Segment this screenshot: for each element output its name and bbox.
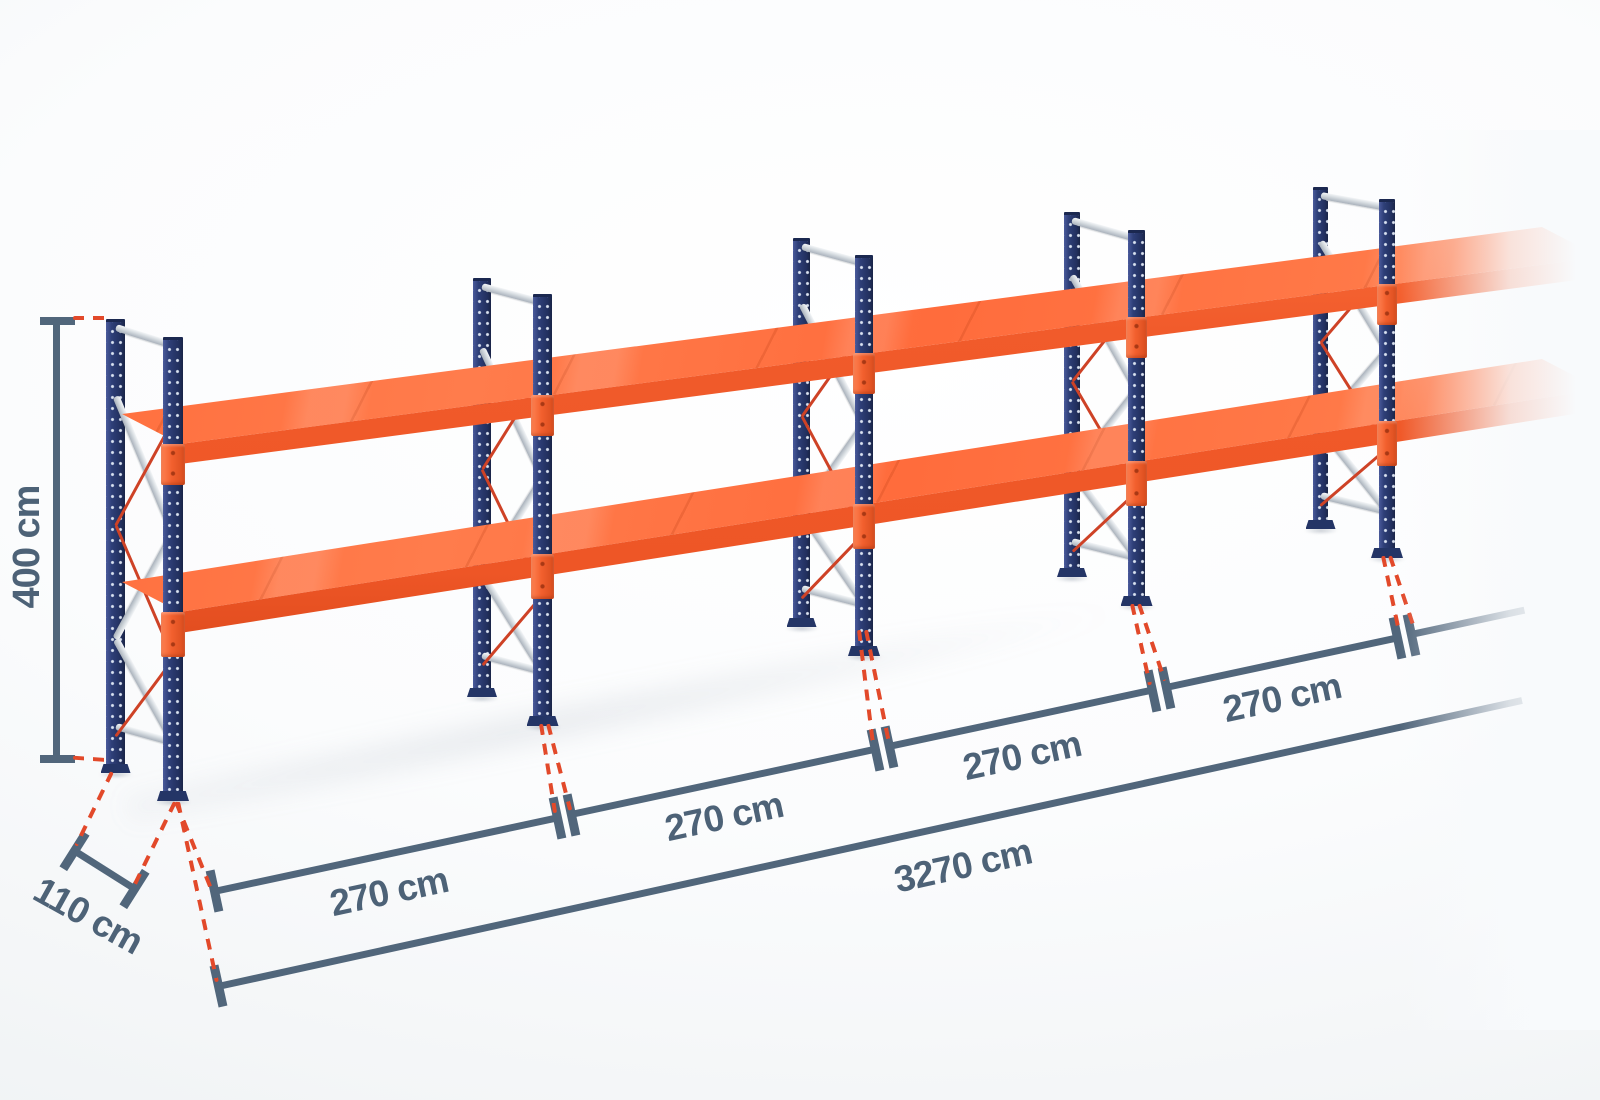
floor-shadow	[777, 623, 826, 634]
beam-connector-plate	[853, 352, 875, 394]
rack-foot	[526, 716, 559, 726]
rack-front-post	[163, 337, 183, 798]
rack-front-post	[855, 255, 873, 653]
rack-foot	[467, 688, 497, 697]
rack-foot	[100, 764, 131, 773]
rack-front-post	[1379, 199, 1395, 555]
beam-connector-plate	[1377, 284, 1397, 326]
beam-connector-plate	[531, 395, 554, 437]
depth-dimension-tick	[118, 868, 150, 910]
beam-connector-plate	[531, 554, 554, 600]
rack-foot	[1057, 568, 1087, 577]
rack-foot	[1305, 520, 1336, 529]
rack-rear-post	[106, 319, 125, 771]
rack-foot	[1371, 548, 1403, 558]
floor-shadow	[458, 693, 506, 704]
beam-connector-plate	[853, 503, 875, 549]
depth-dimension-line	[72, 847, 136, 892]
beam-connector-plate	[161, 443, 185, 485]
height-dimension-bottom-tick	[40, 755, 75, 763]
height-extension-dash-top	[73, 316, 109, 320]
rack-foot	[848, 646, 880, 656]
height-dimension-line	[53, 322, 60, 760]
floor-shadow	[1296, 525, 1345, 536]
floor-shadow	[1048, 573, 1096, 584]
rack-front-post	[533, 294, 552, 723]
beam-connector-plate	[1126, 460, 1147, 506]
beam-connector-plate	[1126, 317, 1147, 359]
rack-foot	[1120, 596, 1153, 606]
right-fade-overlay	[1400, 130, 1600, 1030]
rack-foot	[157, 791, 189, 801]
depth-dimension-tick	[58, 830, 90, 872]
rack-front-post	[1128, 230, 1145, 603]
beam-connector-plate	[1377, 421, 1397, 467]
beam-connector-plate	[161, 612, 185, 658]
height-dimension-top-tick	[40, 317, 75, 325]
frame-top-tube	[1319, 191, 1388, 211]
floor-shadow	[91, 769, 140, 780]
rack-rear-post	[1313, 187, 1328, 527]
leader-line	[74, 771, 114, 847]
height-dimension-label: 400 cm	[6, 485, 48, 609]
rack-foot	[786, 618, 817, 627]
